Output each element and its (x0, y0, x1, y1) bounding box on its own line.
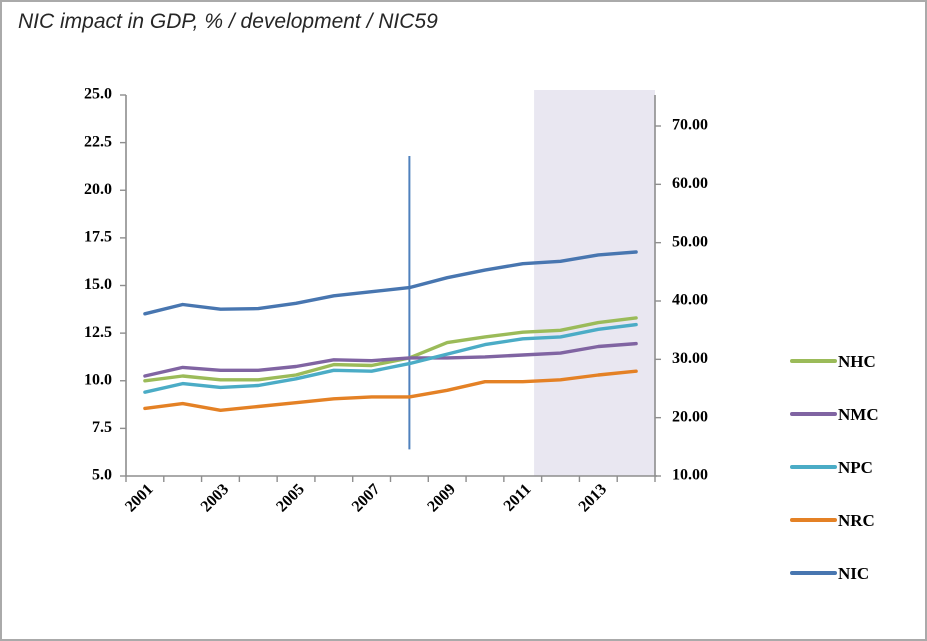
series-line-npc (143, 322, 638, 394)
left-axis-tick-label: 5.0 (92, 467, 112, 484)
right-axis-tick-label: 60.00 (672, 175, 708, 192)
legend-item-nic: NIC (790, 562, 920, 584)
right-axis-tick-label: 70.00 (672, 117, 708, 134)
legend-swatch-npc (790, 465, 837, 469)
right-axis-tick-label: 30.00 (672, 350, 708, 367)
series-line-nic (143, 250, 638, 316)
legend-item-nmc: NMC (790, 403, 920, 425)
legend-swatch-nrc (790, 518, 837, 522)
forecast-shaded-region (534, 90, 655, 476)
x-axis-tick-label: 2011 (501, 481, 535, 515)
x-axis-tick-label: 2005 (273, 481, 308, 516)
x-axis-tick-label: 2009 (424, 481, 459, 516)
series-line-nhc (143, 316, 638, 383)
left-axis-tick-label: 12.5 (84, 324, 112, 341)
legend-label-nic: NIC (838, 563, 870, 583)
x-axis-tick-label: 2003 (198, 481, 233, 516)
series-line-nmc (143, 341, 638, 378)
legend-label-nhc: NHC (838, 351, 876, 371)
left-axis-tick-label: 15.0 (84, 276, 112, 293)
x-axis-tick-label: 2001 (122, 481, 157, 516)
legend-item-nrc: NRC (790, 509, 920, 531)
legend-swatch-nmc (790, 412, 837, 416)
x-axis-tick-label: 2007 (349, 481, 384, 516)
legend-item-nhc: NHC (790, 350, 920, 372)
left-axis-tick-label: 17.5 (84, 229, 112, 246)
right-axis-tick-label: 40.00 (672, 292, 708, 309)
legend-swatch-nhc (790, 359, 837, 363)
series-line-nrc (143, 369, 638, 412)
left-axis-tick-label: 7.5 (92, 419, 112, 436)
left-axis-tick-label: 25.0 (84, 86, 112, 103)
x-axis-tick-label: 2013 (576, 481, 611, 516)
legend-label-npc: NPC (838, 457, 873, 477)
left-axis-tick-label: 20.0 (84, 181, 112, 198)
left-axis-tick-label: 10.0 (84, 371, 112, 388)
legend-swatch-nic (790, 571, 837, 575)
legend-label-nrc: NRC (838, 510, 875, 530)
chart-title: NIC impact in GDP, % / development / NIC… (18, 10, 438, 33)
right-axis-tick-label: 10.00 (672, 467, 708, 484)
chart-legend: NHC NMC NPC NRC NIC (790, 350, 920, 615)
right-axis-tick-label: 50.00 (672, 233, 708, 250)
legend-item-npc: NPC (790, 456, 920, 478)
right-axis-tick-label: 20.00 (672, 408, 708, 425)
left-axis-tick-label: 22.5 (84, 133, 112, 150)
legend-label-nmc: NMC (838, 404, 879, 424)
